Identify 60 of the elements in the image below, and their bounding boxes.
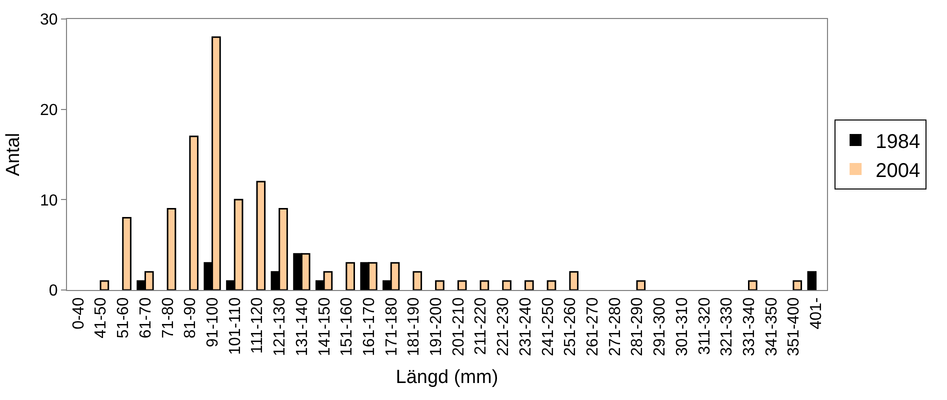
x-tick-label: 351-400	[786, 297, 803, 356]
bar	[748, 280, 758, 290]
x-tick-label: 211-220	[472, 297, 490, 355]
x-tick-label: 191-200	[428, 297, 446, 356]
x-tick-label: 271-280	[606, 297, 624, 356]
bar	[189, 136, 199, 290]
x-tick-label: 81-90	[182, 297, 200, 338]
x-tick-label: 61-70	[137, 297, 154, 338]
bar	[435, 280, 444, 290]
x-tick-label: 101-110	[226, 297, 244, 355]
bar	[412, 271, 422, 290]
bar	[122, 216, 132, 290]
bar	[569, 271, 579, 290]
x-tick-label: 41-50	[92, 297, 110, 338]
bar	[546, 280, 556, 290]
x-tick-label: 131-140	[294, 297, 311, 356]
x-tick-label: 161-170	[360, 297, 378, 356]
bar	[636, 280, 646, 290]
y-tick-label: 0	[48, 282, 58, 300]
x-axis-title: Längd (mm)	[396, 366, 498, 388]
x-tick-label: 181-190	[406, 297, 423, 356]
y-tick-label: 20	[40, 102, 58, 119]
y-axis-title: Antal	[2, 132, 24, 176]
legend-label: 1984	[876, 130, 920, 153]
bar	[100, 280, 110, 290]
x-tick-label: 121-130	[272, 297, 289, 356]
x-tick-label: 291-300	[652, 297, 669, 356]
x-tick-label: 341-350	[763, 297, 780, 356]
bar	[792, 280, 802, 290]
bar	[524, 280, 534, 290]
bar	[502, 280, 512, 290]
x-tick-label: 171-180	[383, 297, 400, 356]
y-tick-label: 10	[40, 192, 58, 210]
x-tick-label: 311-320	[696, 297, 714, 355]
x-tick-label: 111-120	[249, 297, 266, 354]
x-tick-label: 71-80	[160, 297, 177, 338]
x-tick-label: 281-290	[629, 297, 646, 356]
x-tick-label: 0-40	[70, 297, 88, 330]
bar	[256, 180, 266, 290]
x-tick-label: 261-270	[584, 297, 602, 356]
x-tick-label: 201-210	[450, 297, 468, 356]
x-tick-label: 221-230	[495, 297, 512, 356]
bar	[457, 280, 467, 290]
x-tick-label: 91-100	[204, 297, 222, 348]
x-tick-label: 301-310	[674, 297, 691, 356]
x-tick-label: 231-240	[517, 297, 534, 356]
x-tick-label: 321-330	[718, 297, 736, 356]
bar	[346, 262, 355, 290]
y-tick-label: 30	[40, 12, 58, 29]
legend-label: 2004	[876, 160, 920, 182]
x-tick-label: 141-150	[316, 297, 334, 356]
x-tick-label: 51-60	[115, 297, 132, 338]
x-tick-label: 241-250	[540, 297, 557, 356]
x-tick-label: 331-340	[740, 297, 758, 356]
x-tick-label: 151-160	[338, 297, 356, 356]
bar	[166, 208, 176, 290]
x-tick-label: 401-	[808, 297, 826, 330]
bar	[807, 271, 817, 290]
bar	[480, 280, 490, 290]
x-tick-label: 251-260	[562, 297, 580, 356]
